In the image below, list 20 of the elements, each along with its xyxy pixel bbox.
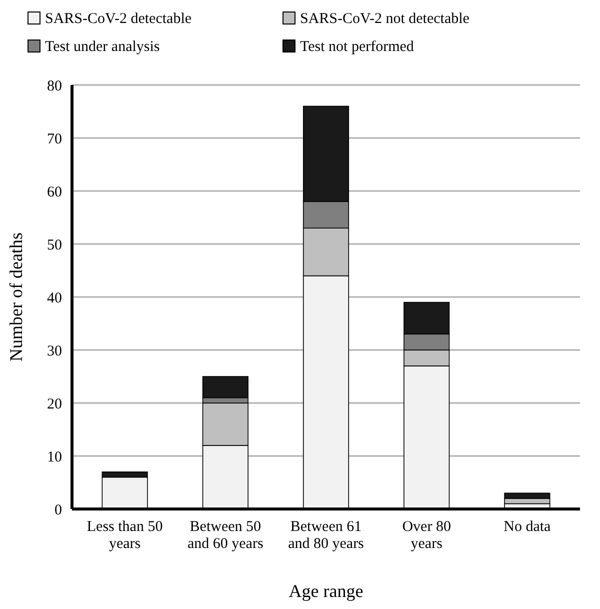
- y-tick-label: 60: [47, 184, 62, 200]
- legend-label: SARS-CoV-2 not detectable: [300, 11, 470, 27]
- legend-label: Test not performed: [300, 39, 414, 55]
- y-axis-title: Number of deaths: [6, 232, 26, 362]
- legend-label: Test under analysis: [45, 39, 160, 55]
- y-tick-label: 80: [47, 78, 62, 94]
- y-tick-label: 70: [47, 131, 62, 148]
- x-tick-label: Over 80 years: [402, 519, 451, 552]
- y-tick-label: 30: [47, 343, 62, 360]
- y-tick-label: 50: [47, 237, 62, 254]
- x-tick-label: Between 61 and 80 years: [288, 519, 364, 552]
- y-tick-label: 40: [47, 290, 62, 306]
- y-tick-label: 10: [47, 449, 62, 466]
- y-tick-label: 20: [47, 396, 62, 412]
- x-tick-label: No data: [504, 519, 552, 535]
- legend-label: SARS-CoV-2 detectable: [45, 11, 192, 27]
- x-tick-label: Less than 50 years: [86, 519, 163, 552]
- x-tick-label: Between 50 and 60 years: [188, 519, 264, 552]
- x-axis-title: Age range: [288, 581, 364, 601]
- y-tick-label: 0: [54, 502, 62, 518]
